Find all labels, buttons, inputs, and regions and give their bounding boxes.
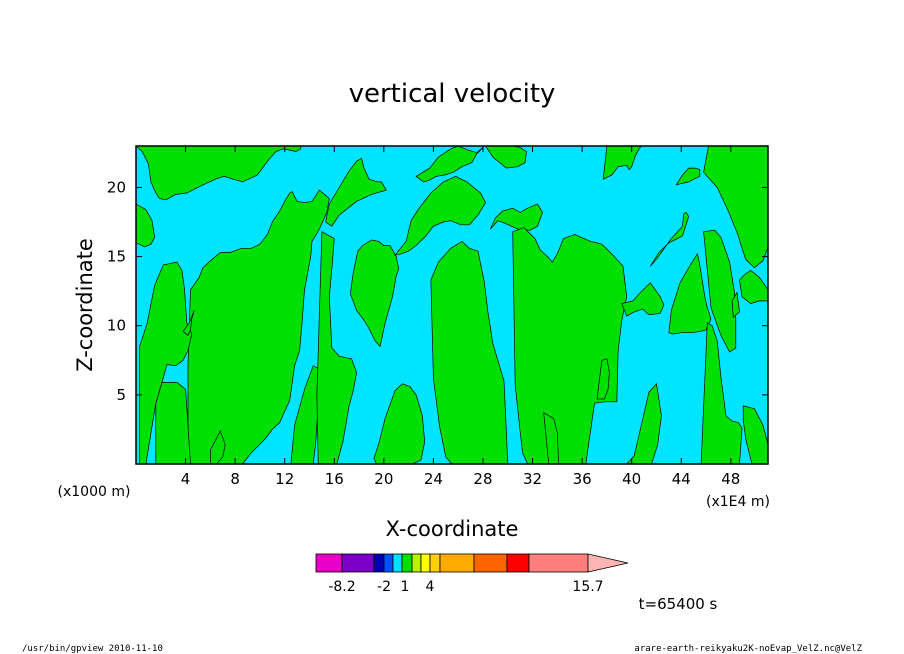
colorbar-tick-label: 4 (426, 579, 435, 595)
contour-region-12 (373, 383, 426, 464)
x-tick-label: 28 (473, 470, 492, 488)
x-unit-label: (x1E4 m) (706, 494, 770, 510)
colorbar-swatch (392, 553, 403, 573)
colorbar-swatch (473, 553, 508, 573)
colorbar-tick-label: -2 (377, 579, 391, 595)
chart-title: vertical velocity (349, 79, 556, 109)
colorbar: -8.2 -2 1 4 15.7 (315, 553, 629, 595)
footer-right: arare-earth-reikyaku2K-noEvap_VelZ.nc@Ve… (634, 644, 862, 654)
y-tick-label: 5 (116, 386, 126, 404)
colorbar-swatch (506, 553, 530, 573)
colorbar-swatch (429, 553, 441, 573)
y-axis-label: Z-coordinate (73, 238, 97, 372)
contour-region-25 (675, 167, 701, 186)
contour-region-28 (700, 322, 743, 464)
x-tick-label: 16 (325, 470, 344, 488)
contour-region-9 (316, 231, 357, 464)
contour-region-14 (430, 240, 509, 464)
x-tick-label: 24 (424, 470, 443, 488)
contour-region-16 (485, 146, 527, 169)
x-axis-label: X-coordinate (386, 517, 519, 541)
x-tick-label: 36 (573, 470, 592, 488)
x-tick-label: 12 (275, 470, 294, 488)
colorbar-swatch (315, 553, 343, 573)
x-tick-label: 40 (622, 470, 641, 488)
contour-region-30 (703, 229, 737, 353)
contour-region-24 (650, 211, 690, 267)
colorbar-swatch (528, 553, 589, 573)
contour-region-21 (602, 146, 643, 180)
x-tick-label: 44 (672, 470, 691, 488)
contour-region-5 (139, 261, 193, 464)
contour-region-31 (739, 269, 768, 304)
contour-region-10 (325, 157, 387, 227)
contour-region-22 (616, 383, 662, 464)
contour-region-4 (155, 382, 191, 464)
contour-region-7 (210, 429, 226, 464)
x-tick-label: 4 (181, 470, 191, 488)
colorbar-arrow (587, 553, 629, 573)
colorbar-tick-label: 15.7 (572, 579, 603, 595)
colorbar-swatch (373, 553, 385, 573)
contour-region-20 (596, 358, 610, 400)
contour-region-19 (543, 412, 559, 464)
x-tick-label: 8 (230, 470, 240, 488)
colorbar-swatch (341, 553, 375, 573)
x-tick-label: 48 (721, 470, 740, 488)
contour-region-1 (136, 146, 302, 201)
colorbar-swatch (383, 553, 394, 573)
contour-region-29 (742, 405, 768, 464)
contour-region-32 (731, 291, 740, 319)
colorbar-swatch (401, 553, 413, 573)
colorbar-swatch (411, 553, 422, 573)
colorbar-swatch (420, 553, 431, 573)
contour-region-3 (187, 189, 330, 464)
contour-region-11 (350, 239, 400, 348)
contour-region-6 (182, 310, 195, 336)
x-tick-label: 32 (523, 470, 542, 488)
y-tick-label: 10 (107, 317, 126, 335)
contour-region-13 (394, 176, 486, 256)
colorbar-swatch (439, 553, 475, 573)
y-unit-label: (x1000 m) (58, 484, 131, 500)
contour-region-15 (415, 146, 484, 183)
contour-region-2 (136, 203, 155, 248)
x-tick-label: 20 (374, 470, 393, 488)
time-label: t=65400 s (639, 595, 718, 613)
contour-region-17 (490, 203, 543, 231)
colorbar-tick-label: 1 (401, 579, 410, 595)
contour-region-23 (621, 282, 665, 317)
contour-region-27 (668, 252, 712, 335)
footer-left: /usr/bin/gpview 2010-11-10 (22, 644, 163, 654)
y-tick-label: 20 (107, 178, 126, 196)
y-tick-label: 15 (107, 248, 126, 266)
colorbar-tick-label: -8.2 (328, 579, 355, 595)
contour-region-26 (703, 146, 768, 269)
contour-region-18 (512, 227, 628, 464)
plot-frame (135, 145, 769, 465)
